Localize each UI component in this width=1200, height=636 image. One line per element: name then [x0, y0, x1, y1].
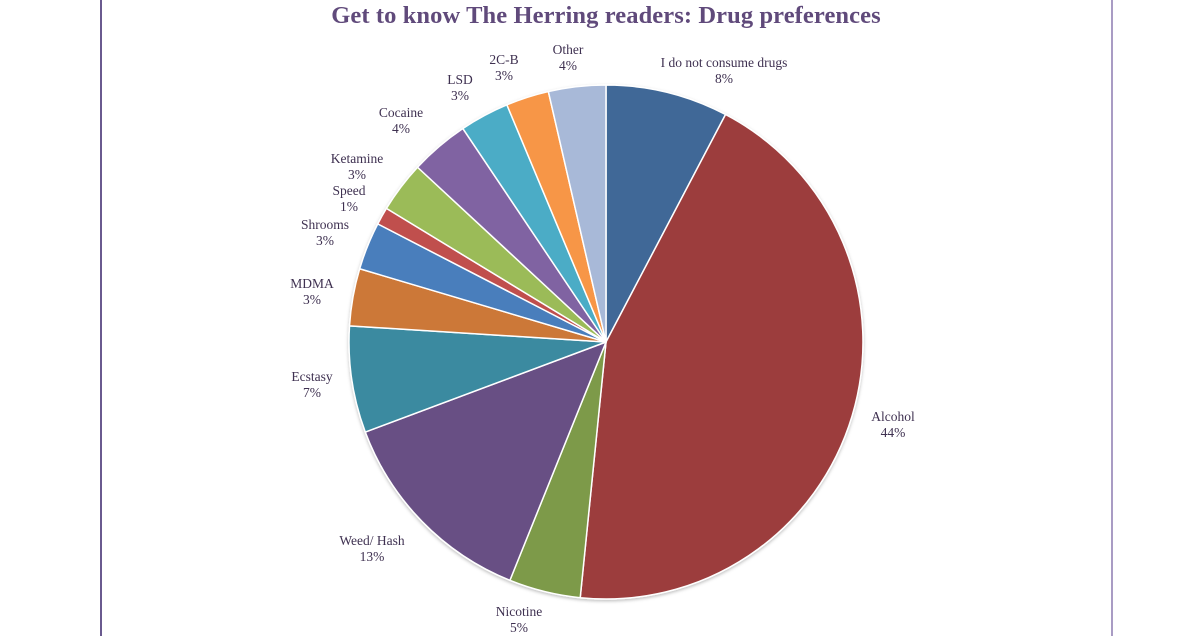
data-label: Alcohol 44% — [871, 409, 915, 441]
pie-slice-alcohol — [579, 113, 864, 600]
data-label-percent: 44% — [880, 425, 906, 440]
data-label-percent: 4% — [559, 58, 577, 73]
data-label-category: Speed — [332, 183, 366, 198]
data-label: Ketamine 3% — [331, 151, 383, 183]
data-label: I do not consume drugs 8% — [661, 55, 788, 87]
pie-slices — [348, 84, 864, 600]
data-label-percent: 7% — [303, 385, 321, 400]
data-label-category: Cocaine — [378, 105, 424, 120]
data-label-percent: 4% — [391, 121, 410, 136]
pie-slice-i-do-not-consume-drugs — [605, 84, 727, 343]
data-label-percent: 3% — [302, 292, 321, 307]
chart-title: Get to know The Herring readers: Drug pr… — [331, 2, 881, 29]
data-label: Weed/ Hash 13% — [339, 533, 404, 565]
data-label-percent: 8% — [714, 71, 733, 86]
data-label: Speed 1% — [333, 183, 366, 215]
data-label: Cocaine 4% — [379, 105, 423, 137]
pie-slice-other — [547, 84, 607, 343]
data-label-category: LSD — [447, 72, 473, 87]
data-label-category: Alcohol — [871, 409, 915, 424]
data-label-category: Nicotine — [495, 604, 543, 619]
data-label: MDMA 3% — [290, 276, 334, 308]
data-label: 2C-B 3% — [489, 52, 518, 84]
data-label-percent: 5% — [510, 620, 528, 635]
data-label-category: Shrooms — [300, 217, 350, 232]
data-label-category: Ketamine — [330, 151, 384, 166]
data-label-category: Other — [552, 42, 584, 57]
data-label-category: MDMA — [290, 276, 334, 291]
data-label-percent: 3% — [450, 88, 469, 103]
data-label-percent: 13% — [359, 549, 385, 564]
data-label-category: Weed/ Hash — [339, 533, 405, 548]
data-label-category: I do not consume drugs — [660, 55, 788, 70]
data-label-category: Ecstasy — [291, 369, 333, 384]
data-label: Ecstasy 7% — [291, 369, 332, 401]
data-label: Other 4% — [553, 42, 584, 74]
pie-slice-weed-hash — [364, 341, 607, 582]
data-label-percent: 3% — [347, 167, 366, 182]
chart-frame-right-border — [1111, 0, 1113, 636]
data-label-category: 2C-B — [489, 52, 519, 67]
data-label-percent: 3% — [315, 233, 334, 248]
data-label-percent: 3% — [494, 68, 513, 83]
chart-frame-left-border — [100, 0, 102, 636]
data-label: Nicotine 5% — [496, 604, 543, 636]
data-label-percent: 1% — [340, 199, 358, 214]
data-label: Shrooms 3% — [301, 217, 349, 249]
pie-slice-ecstasy — [348, 325, 607, 433]
data-label: LSD 3% — [447, 72, 473, 104]
